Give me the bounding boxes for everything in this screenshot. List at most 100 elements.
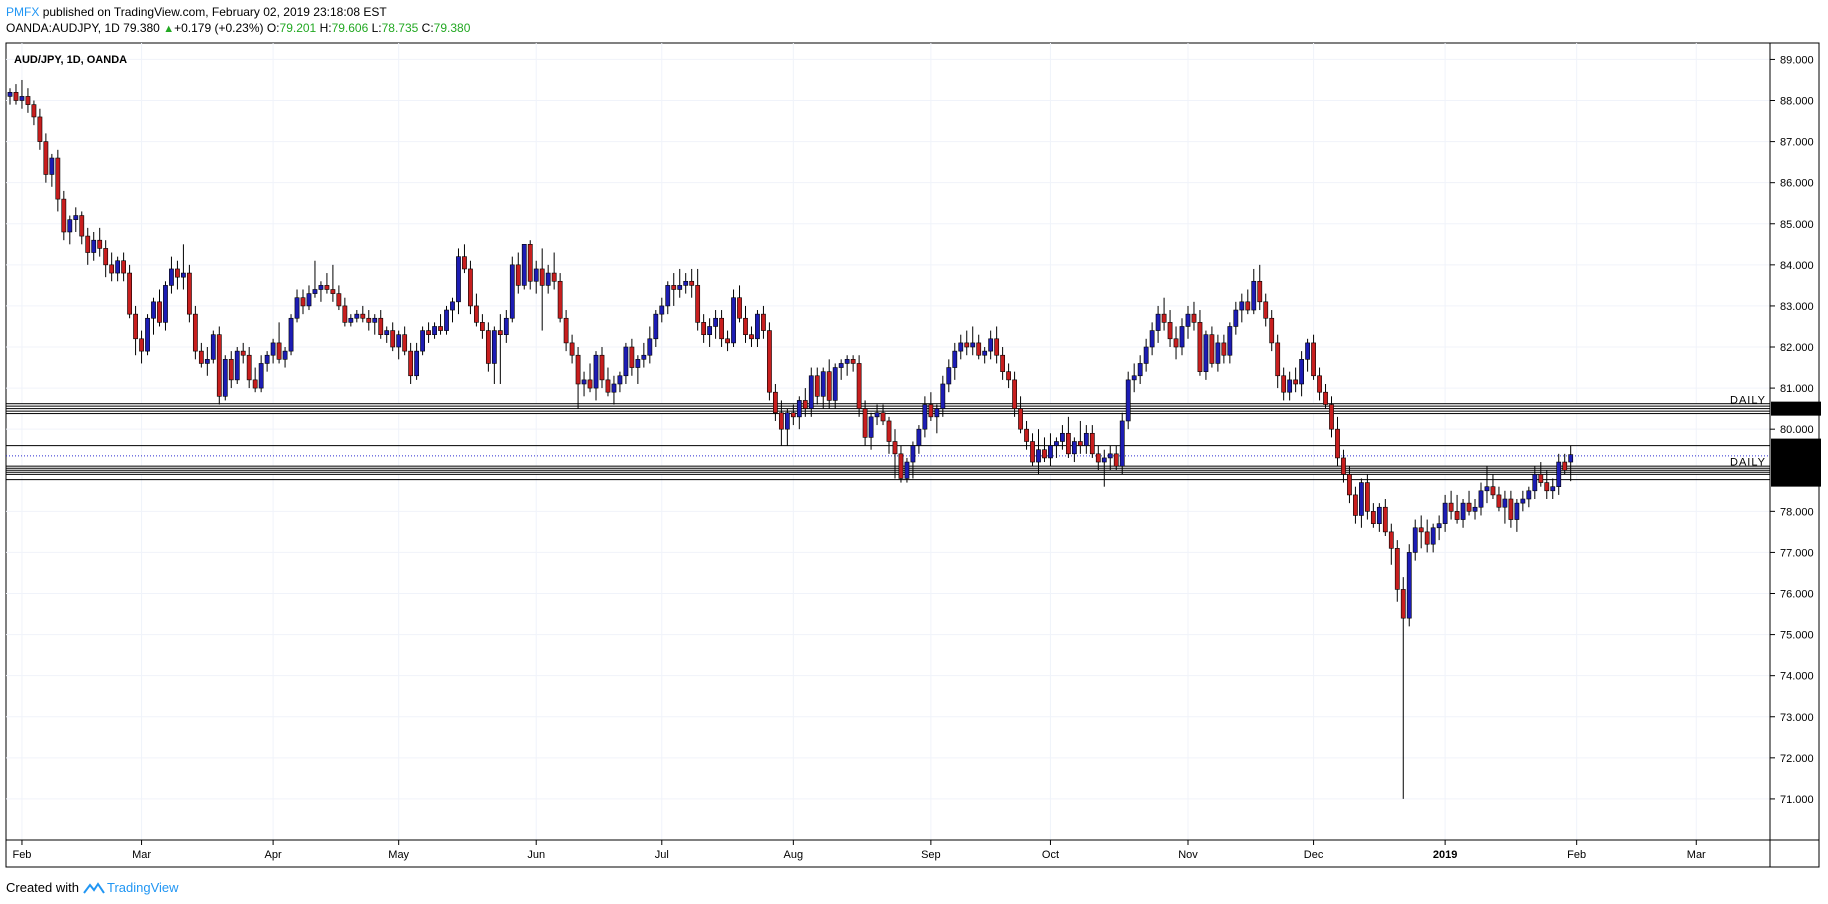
tradingview-link[interactable]: TradingView	[83, 880, 179, 895]
time-tick-label: May	[388, 849, 409, 861]
candle-body	[462, 256, 467, 270]
price-tick-label: 85.000	[1780, 219, 1814, 231]
candle-body	[1317, 375, 1322, 393]
candle-body	[904, 461, 910, 479]
candle-body	[1424, 531, 1430, 545]
candle-body	[1012, 379, 1017, 409]
candle-body	[354, 313, 360, 319]
time-tick-label: Jul	[655, 849, 669, 861]
candle-body	[366, 317, 372, 323]
candle-body	[1299, 359, 1304, 385]
time-tick-label: Dec	[1304, 849, 1324, 861]
candle-body	[91, 239, 97, 253]
candle-body	[1095, 453, 1101, 463]
candle-body	[312, 289, 318, 294]
candle-body	[1436, 523, 1442, 529]
candle-body	[396, 334, 402, 348]
candle-body	[665, 285, 671, 307]
candle-body	[306, 293, 312, 307]
low-value: 78.735	[381, 21, 419, 35]
candle-body	[258, 363, 264, 389]
time-tick-label: Sep	[921, 849, 941, 861]
symbol-info-line: OANDA:AUDJPY, 1D 79.380 ▲+0.179 (+0.23%)…	[6, 21, 470, 35]
price-level-tag-bg	[1771, 472, 1821, 487]
candle-body	[1167, 322, 1173, 340]
price-tick-label: 84.000	[1780, 260, 1814, 272]
candle-body	[880, 412, 886, 422]
candle-body	[61, 198, 67, 233]
tradingview-logo-icon	[83, 881, 105, 894]
candle-body	[1484, 486, 1490, 492]
candle-body	[778, 412, 784, 430]
candle-body	[1514, 502, 1520, 520]
candle-body	[509, 264, 515, 319]
candle-body	[1466, 502, 1472, 512]
candle-body	[1221, 342, 1227, 356]
candle-body	[85, 235, 91, 253]
candle-body	[701, 322, 707, 335]
candle-body	[838, 363, 844, 368]
candle-body	[862, 408, 868, 438]
time-axis[interactable]: Feb Mar Apr May Jun Jul Aug Sep Oct Nov Dec 2019 Feb…	[6, 839, 1819, 861]
high-value: 79.606	[331, 21, 369, 35]
price-tick-label: 83.000	[1780, 301, 1814, 313]
candle-body	[1550, 486, 1556, 492]
candle-body	[1359, 482, 1364, 516]
candle-body	[79, 215, 85, 237]
candle-body	[802, 400, 808, 409]
candle-body	[1544, 482, 1550, 492]
candle-body	[432, 326, 437, 335]
candle-body	[1000, 354, 1006, 372]
published-line: PMFX published on TradingView.com, Febru…	[6, 5, 387, 19]
candle-body	[844, 359, 850, 364]
candle-body	[761, 313, 766, 331]
price-tick-label: 78.000	[1780, 506, 1814, 518]
candle-body	[1406, 552, 1412, 619]
change-up-icon: ▲	[163, 23, 175, 35]
candle-body	[743, 317, 748, 335]
candle-body	[97, 239, 103, 249]
candle-body	[282, 350, 288, 360]
candle-body	[928, 404, 934, 418]
level-lines: DAILY DAILY	[5, 395, 1771, 481]
candle-body	[611, 383, 617, 393]
candle-body	[1418, 527, 1424, 533]
price-tick-label: 81.000	[1780, 383, 1814, 395]
price-axis[interactable]: 89.000 88.000 87.000 86.000 85.000 84.000 83.0…	[1769, 43, 1821, 867]
candle-body	[539, 268, 545, 286]
time-tick-label: Oct	[1042, 849, 1059, 861]
candle-body	[55, 157, 61, 200]
candle-body	[133, 313, 138, 340]
candle-body	[1341, 457, 1346, 475]
candle-body	[910, 445, 916, 463]
candle-body	[1347, 474, 1352, 496]
candle-body	[1227, 326, 1233, 356]
author-name[interactable]: PMFX	[6, 5, 40, 19]
price-tick-label: 76.000	[1780, 589, 1814, 601]
candle-body	[814, 375, 820, 397]
price-tick-label: 77.000	[1780, 547, 1814, 559]
candle-body	[659, 305, 665, 315]
open-label: O:	[266, 21, 280, 35]
price-tick-label: 88.000	[1780, 96, 1814, 108]
candle-body	[647, 338, 653, 356]
candle-body	[1042, 449, 1047, 459]
price-chart[interactable]: DAILY DAILY 89.000 88.000 87.000 86.000 85.00…	[0, 0, 1828, 870]
candle-body	[868, 416, 874, 438]
candle-body	[1191, 313, 1197, 323]
candle-body	[198, 350, 204, 364]
candle-body	[408, 350, 414, 377]
candle-body	[515, 264, 521, 286]
candle-body	[533, 268, 539, 282]
candle-body	[707, 326, 713, 335]
time-tick-label: Jun	[527, 849, 545, 861]
price-tick-label: 71.000	[1780, 794, 1814, 806]
candle-body	[497, 330, 503, 335]
candle-body	[491, 330, 497, 364]
candle-body	[1197, 322, 1203, 372]
price-tick-label: 87.000	[1780, 137, 1814, 149]
candle-body	[719, 317, 724, 340]
candle-body	[617, 375, 623, 385]
candle-body	[1323, 391, 1328, 405]
candle-body	[1526, 490, 1532, 500]
